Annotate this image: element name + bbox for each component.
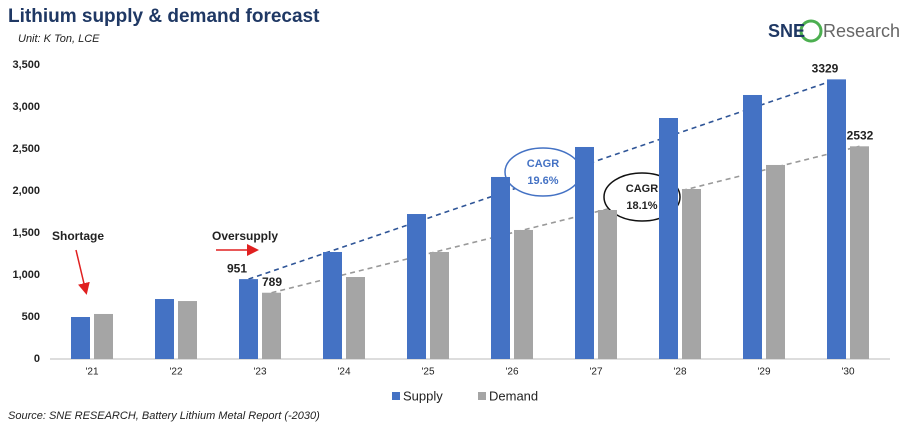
data-label: 789 — [262, 275, 282, 289]
bar — [850, 146, 869, 359]
logo-name: Research — [823, 21, 900, 41]
y-tick-label: 2,500 — [12, 143, 40, 155]
source: Source: SNE RESEARCH, Battery Lithium Me… — [8, 410, 320, 422]
bar — [682, 188, 701, 359]
bar — [323, 251, 342, 359]
y-tick-label: 2,000 — [12, 185, 40, 197]
x-tick-label: '28 — [673, 367, 686, 378]
bar — [71, 317, 90, 359]
bar — [514, 229, 533, 359]
bar — [155, 299, 174, 359]
arrow — [75, 249, 90, 295]
data-label: 951 — [227, 261, 247, 275]
logo-brand: SNE — [768, 21, 805, 41]
chart-title: Lithium supply & demand forecast — [8, 6, 320, 27]
bar — [827, 79, 846, 359]
cagr-title: CAGR — [626, 183, 658, 195]
logo: SNE Research — [768, 19, 900, 43]
bar — [743, 94, 762, 359]
legend-label: Supply — [403, 388, 443, 403]
x-tick-label: '23 — [253, 367, 266, 378]
cagr-value: 19.6% — [527, 175, 558, 187]
bar — [598, 209, 617, 359]
x-tick-label: '24 — [337, 367, 350, 378]
bar — [491, 176, 510, 359]
y-tick-label: 3,500 — [12, 59, 40, 71]
y-tick-label: 500 — [22, 311, 40, 323]
bar — [262, 292, 281, 359]
bar — [766, 164, 785, 359]
bar — [94, 313, 113, 359]
y-tick-label: 1,500 — [12, 227, 40, 239]
y-tick-label: 3,000 — [12, 101, 40, 113]
chart-subtitle: Unit: K Ton, LCE — [18, 33, 100, 45]
bar — [430, 251, 449, 359]
x-tick-label: '26 — [505, 367, 518, 378]
x-tick-label: '30 — [841, 367, 854, 378]
y-tick-label: 1,000 — [12, 269, 40, 281]
bar — [575, 146, 594, 359]
bar — [239, 279, 258, 359]
cagr-title: CAGR — [527, 158, 559, 170]
annotation: Oversupply — [212, 229, 278, 243]
data-label: 2532 — [847, 128, 874, 142]
bar — [346, 277, 365, 359]
legend-label: Demand — [489, 388, 538, 403]
x-tick-label: '29 — [757, 367, 770, 378]
data-label: 3329 — [812, 62, 839, 76]
legend-swatch — [478, 392, 486, 400]
cagr-value: 18.1% — [626, 200, 657, 212]
annotation: Shortage — [52, 229, 104, 243]
cagr-bubble — [504, 147, 582, 197]
bar — [178, 301, 197, 359]
y-tick-label: 0 — [34, 353, 40, 365]
legend-swatch — [392, 392, 400, 400]
x-tick-label: '22 — [169, 367, 182, 378]
x-tick-label: '25 — [421, 367, 434, 378]
logo-ring — [799, 19, 823, 43]
x-tick-label: '27 — [589, 367, 602, 378]
bar — [407, 214, 426, 359]
bar — [659, 118, 678, 359]
x-tick-label: '21 — [85, 367, 98, 378]
